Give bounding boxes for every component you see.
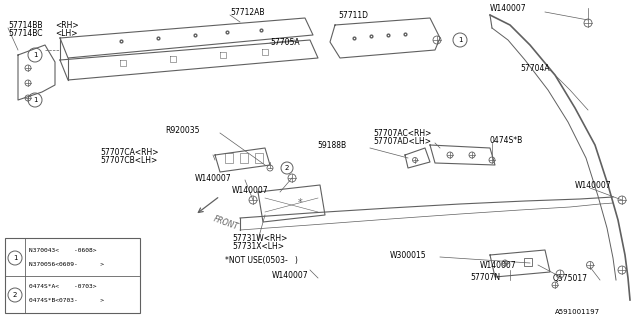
Text: A591001197: A591001197 [555, 309, 600, 315]
Text: 57707AD<LH>: 57707AD<LH> [373, 137, 431, 146]
Text: 0474S*B<0703-      >: 0474S*B<0703- > [29, 299, 104, 303]
Text: N370056<0609-      >: N370056<0609- > [29, 262, 104, 268]
Text: 1: 1 [33, 52, 37, 58]
Text: 1: 1 [458, 37, 462, 43]
Text: N370043<    -0608>: N370043< -0608> [29, 247, 97, 252]
Text: 57711D: 57711D [338, 11, 368, 20]
Text: W140007: W140007 [490, 4, 527, 12]
Text: <LH>: <LH> [55, 28, 77, 37]
Text: 57707CA<RH>: 57707CA<RH> [100, 148, 159, 156]
Text: 2: 2 [285, 165, 289, 171]
Text: 0474S*B: 0474S*B [490, 135, 524, 145]
Text: R920035: R920035 [165, 125, 200, 134]
Text: 2: 2 [13, 292, 17, 298]
Text: W140007: W140007 [232, 186, 269, 195]
Text: W140007: W140007 [195, 173, 232, 182]
Text: *NOT USE(0503-   ): *NOT USE(0503- ) [225, 255, 298, 265]
Text: 59188B: 59188B [317, 140, 346, 149]
Text: 0474S*A<    -0703>: 0474S*A< -0703> [29, 284, 97, 289]
Text: 57707AC<RH>: 57707AC<RH> [373, 129, 431, 138]
Text: 57704A: 57704A [520, 63, 550, 73]
Text: 1: 1 [33, 97, 37, 103]
Text: 57707CB<LH>: 57707CB<LH> [100, 156, 157, 164]
Text: W140007: W140007 [575, 180, 612, 189]
Text: 57714BC: 57714BC [8, 28, 42, 37]
Text: W140007: W140007 [272, 270, 308, 279]
Text: <RH>: <RH> [55, 20, 79, 29]
Text: W300015: W300015 [390, 251, 427, 260]
Text: Q575017: Q575017 [553, 274, 588, 283]
Text: FRONT: FRONT [212, 214, 239, 231]
Text: 57705A: 57705A [270, 37, 300, 46]
Text: 57731X<LH>: 57731X<LH> [232, 242, 284, 251]
Text: 1: 1 [13, 255, 17, 261]
Text: 57707N: 57707N [470, 274, 500, 283]
Text: 57712AB: 57712AB [230, 7, 264, 17]
Text: *: * [298, 198, 302, 208]
Text: 57714BB: 57714BB [8, 20, 42, 29]
Text: 57731W<RH>: 57731W<RH> [232, 234, 287, 243]
Bar [5, 238, 140, 313]
Text: W140007: W140007 [480, 260, 516, 269]
